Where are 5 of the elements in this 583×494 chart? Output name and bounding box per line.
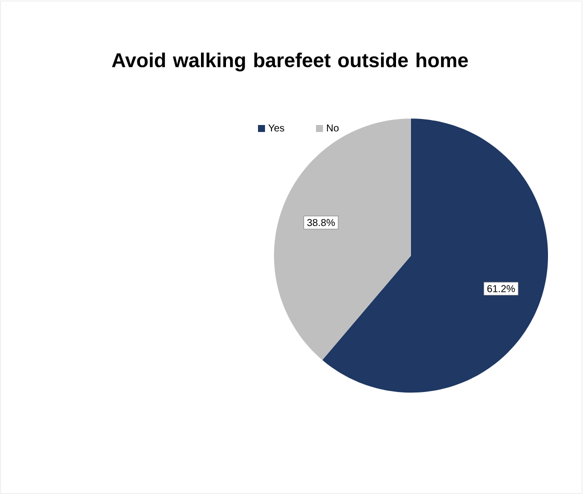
data-label: 61.2% (487, 285, 515, 292)
legend-label: Yes (268, 124, 284, 132)
legend-label: No (327, 124, 339, 132)
data-label: 38.8% (307, 219, 335, 226)
chart-title: Avoid walking barefeet outside home (112, 52, 468, 72)
